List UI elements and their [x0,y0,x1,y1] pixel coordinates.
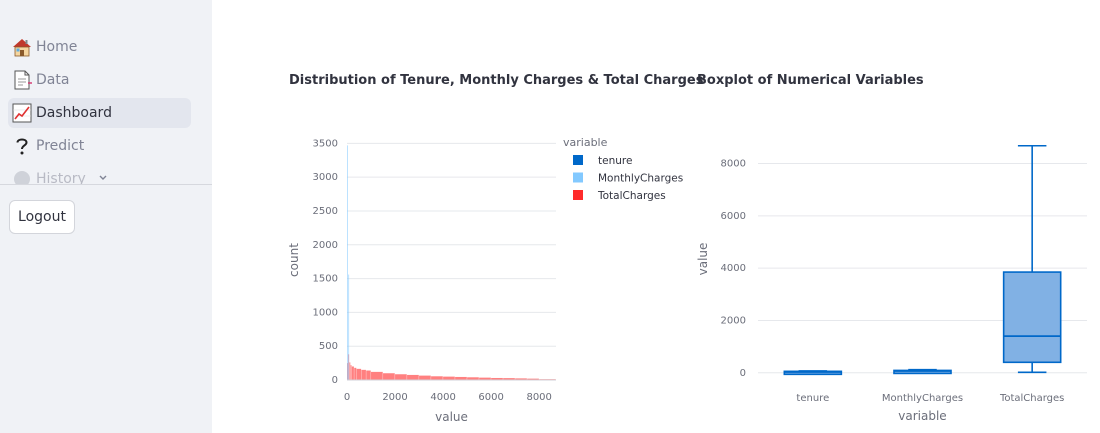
legend-swatch [573,190,583,200]
chart-up-icon [10,101,34,125]
sidebar-item-label: Data [36,72,70,88]
x-tick-label: tenure [796,393,829,404]
histogram-bar [515,378,527,380]
histogram-bar [350,365,352,380]
y-tick-label: 0 [740,368,746,379]
histogram-chart: 0 500 1000 1500 2000 2500 3000 3500 0 2000 4000 600… [287,136,683,424]
histogram-bar [366,370,371,380]
x-tick-label: 8000 [526,392,551,403]
histogram-bar [395,374,407,380]
legend-entry: TotalCharges [597,190,666,202]
histogram-bar [407,374,419,380]
histogram-bar [479,377,491,380]
histogram-title: Distribution of Tenure, Monthly Charges … [289,73,704,88]
house-icon [10,35,34,59]
y-tick-label: 4000 [721,263,746,274]
legend-entry: MonthlyCharges [598,173,683,185]
histogram-bar [356,368,362,380]
y-tick-label: 0 [332,375,338,386]
histogram-bar [371,371,383,380]
legend-swatch [573,172,583,183]
x-tick-label: 6000 [478,392,503,403]
x-tick-label: TotalCharges [999,393,1064,404]
histogram-bar [527,378,539,380]
y-tick-label: 6000 [721,211,746,222]
histogram-bar [503,378,515,380]
y-tick-label: 1500 [313,274,338,285]
y-tick-label: 3000 [313,172,338,183]
histogram-bar [351,366,354,380]
sidebar-item-label: Home [36,39,78,55]
boxplot-title: Boxplot of Numerical Variables [697,73,924,88]
chevron-down-icon[interactable] [98,171,108,185]
x-tick-label: 4000 [430,392,455,403]
y-tick-label: 1000 [313,307,338,318]
histogram-bar [383,373,395,380]
y-tick-label: 2000 [721,315,746,326]
histogram-bar [431,376,443,380]
question-icon [10,134,34,158]
document-icon [10,68,34,92]
sidebar-item-dashboard[interactable]: Dashboard [8,98,191,128]
x-tick-label: 2000 [382,392,407,403]
legend-entry: tenure [598,155,632,167]
logout-button[interactable]: Logout [9,200,75,234]
histogram-bar [349,362,351,380]
histogram-bar [419,375,431,380]
x-axis-label: variable [898,409,946,423]
y-axis-label: value [696,243,710,276]
sidebar-item-predict[interactable]: Predict [8,131,191,161]
y-tick-label: 8000 [721,159,746,170]
box-body [1002,271,1062,364]
sidebar-item-history[interactable]: History [8,164,191,185]
histogram-bar [347,145,348,380]
sidebar-divider [0,184,212,185]
y-tick-label: 2000 [313,240,338,251]
histogram-bar [348,274,350,380]
histogram-bar [354,367,357,380]
sidebar-item-label: Predict [36,138,85,154]
sidebar-item-label: Dashboard [36,105,112,121]
histogram-bar [443,376,455,380]
y-tick-label: 3500 [313,138,338,149]
y-tick-label: 500 [319,341,338,352]
x-tick-label: MonthlyCharges [882,393,963,404]
y-axis-label: count [287,243,301,277]
legend-swatch [573,155,583,165]
x-tick-label: 0 [344,392,350,403]
histogram-bar [455,376,467,380]
hourglass-icon [10,167,34,185]
histogram-bar [467,377,479,380]
sidebar-nav: Home Data [0,0,212,185]
y-tick-label: 2500 [313,206,338,217]
x-axis-label: value [435,410,468,424]
boxplot-chart: 0 2000 4000 6000 8000 tenure MonthlyCharges Tot… [696,144,1087,423]
legend-title: variable [563,136,608,149]
sidebar-item-label: History [36,171,86,185]
sidebar: Home Data [0,0,212,433]
histogram-bar [361,369,366,380]
histogram-bar [491,377,503,380]
sidebar-item-data[interactable]: Data [8,65,191,95]
sidebar-item-home[interactable]: Home [8,32,191,62]
